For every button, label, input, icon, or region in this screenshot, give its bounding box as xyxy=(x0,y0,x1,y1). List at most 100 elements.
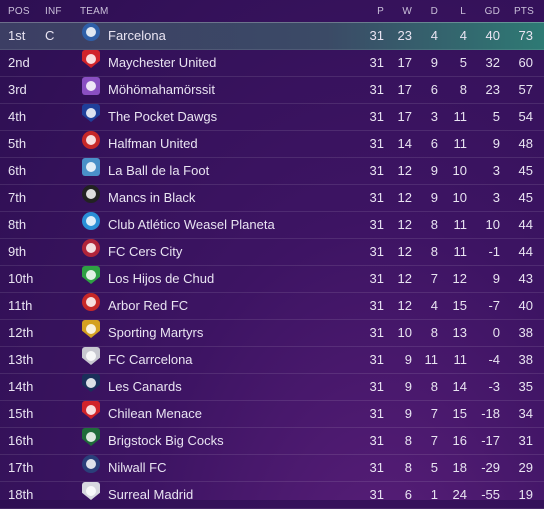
goal-difference-cell: 23 xyxy=(485,82,500,97)
points-cell: 38 xyxy=(518,352,533,367)
lost-cell: 14 xyxy=(452,379,467,394)
table-row[interactable]: 8th Club Atlético Weasel Planeta 31 12 8 11 10… xyxy=(0,212,544,239)
club-badge-icon[interactable] xyxy=(82,374,100,392)
header-points[interactable]: PTS xyxy=(513,6,534,17)
team-name-link[interactable]: Halfman United xyxy=(108,136,198,151)
drawn-cell: 7 xyxy=(430,433,438,448)
won-cell: 6 xyxy=(404,487,412,502)
goal-difference-cell: 5 xyxy=(492,109,500,124)
position-cell: 9th xyxy=(8,244,27,259)
points-cell: 29 xyxy=(518,460,533,475)
club-badge-icon[interactable] xyxy=(82,50,100,68)
club-badge-icon[interactable] xyxy=(82,320,100,338)
position-cell: 1st xyxy=(8,28,26,43)
table-row[interactable]: 13th FC Carrcelona 31 9 11 11 -4 38 xyxy=(0,347,544,374)
position-cell: 3rd xyxy=(8,82,27,97)
won-cell: 17 xyxy=(397,109,412,124)
header-played[interactable]: P xyxy=(377,6,384,17)
table-row[interactable]: 2nd Maychester United 31 17 9 5 32 60 xyxy=(0,50,544,77)
team-name-link[interactable]: Sporting Martyrs xyxy=(108,325,204,340)
table-row[interactable]: 6th La Ball de la Foot 31 12 9 10 3 45 xyxy=(0,158,544,185)
drawn-cell: 4 xyxy=(430,28,438,43)
team-name-link[interactable]: Club Atlético Weasel Planeta xyxy=(108,217,275,232)
team-name-link[interactable]: La Ball de la Foot xyxy=(108,163,210,178)
header-pos[interactable]: POS xyxy=(8,6,30,17)
goal-difference-cell: 3 xyxy=(492,190,500,205)
team-name-link[interactable]: Möhömahamörssit xyxy=(108,82,215,97)
club-badge-icon[interactable] xyxy=(82,158,100,176)
header-drawn[interactable]: D xyxy=(430,6,438,17)
header-team[interactable]: TEAM xyxy=(80,6,109,17)
position-cell: 10th xyxy=(8,271,34,286)
team-name-link[interactable]: Les Canards xyxy=(108,379,182,394)
lost-cell: 24 xyxy=(452,487,467,502)
club-badge-icon[interactable] xyxy=(82,23,100,41)
team-name-link[interactable]: Maychester United xyxy=(108,55,217,70)
table-row[interactable]: 12th Sporting Martyrs 31 10 8 13 0 38 xyxy=(0,320,544,347)
team-name-link[interactable]: Nilwall FC xyxy=(108,460,167,475)
drawn-cell: 9 xyxy=(430,190,438,205)
drawn-cell: 1 xyxy=(430,487,438,502)
table-row[interactable]: 14th Les Canards 31 9 8 14 -3 35 xyxy=(0,374,544,401)
header-goal-difference[interactable]: GD xyxy=(484,6,500,17)
lost-cell: 13 xyxy=(452,325,467,340)
club-badge-icon[interactable] xyxy=(82,401,100,419)
played-cell: 31 xyxy=(369,244,384,259)
table-row[interactable]: 17th Nilwall FC 31 8 5 18 -29 29 xyxy=(0,455,544,482)
points-cell: 60 xyxy=(518,55,533,70)
table-row[interactable]: 5th Halfman United 31 14 6 11 9 48 xyxy=(0,131,544,158)
table-row[interactable]: 1st C Farcelona 31 23 4 4 40 73 xyxy=(0,22,544,50)
won-cell: 10 xyxy=(397,325,412,340)
table-row[interactable]: 10th Los Hijos de Chud 31 12 7 12 9 43 xyxy=(0,266,544,293)
team-name-link[interactable]: The Pocket Dawgs xyxy=(108,109,218,124)
won-cell: 12 xyxy=(397,271,412,286)
won-cell: 12 xyxy=(397,244,412,259)
club-badge-icon[interactable] xyxy=(82,482,100,500)
club-badge-icon[interactable] xyxy=(82,212,100,230)
team-name-link[interactable]: Mancs in Black xyxy=(108,190,196,205)
points-cell: 31 xyxy=(518,433,533,448)
goal-difference-cell: 9 xyxy=(492,136,500,151)
goal-difference-cell: -4 xyxy=(488,352,500,367)
team-name-link[interactable]: Brigstock Big Cocks xyxy=(108,433,224,448)
team-name-link[interactable]: Chilean Menace xyxy=(108,406,202,421)
lost-cell: 10 xyxy=(452,190,467,205)
club-badge-icon[interactable] xyxy=(82,428,100,446)
drawn-cell: 3 xyxy=(430,109,438,124)
table-row[interactable]: 18th Surreal Madrid 31 6 1 24 -55 19 xyxy=(0,482,544,509)
position-cell: 6th xyxy=(8,163,27,178)
club-badge-icon[interactable] xyxy=(82,185,100,203)
header-won[interactable]: W xyxy=(402,6,412,17)
team-name-link[interactable]: Arbor Red FC xyxy=(108,298,189,313)
header-lost[interactable]: L xyxy=(460,6,466,17)
club-badge-icon[interactable] xyxy=(82,239,100,257)
team-name-link[interactable]: Farcelona xyxy=(108,28,166,43)
club-badge-icon[interactable] xyxy=(82,455,100,473)
table-row[interactable]: 16th Brigstock Big Cocks 31 8 7 16 -17 31 xyxy=(0,428,544,455)
team-name-link[interactable]: Los Hijos de Chud xyxy=(108,271,215,286)
table-row[interactable]: 4th The Pocket Dawgs 31 17 3 11 5 54 xyxy=(0,104,544,131)
lost-cell: 5 xyxy=(459,55,467,70)
club-badge-icon[interactable] xyxy=(82,104,100,122)
played-cell: 31 xyxy=(369,136,384,151)
lost-cell: 11 xyxy=(453,244,468,259)
played-cell: 31 xyxy=(369,28,384,43)
club-badge-icon[interactable] xyxy=(82,266,100,284)
club-badge-icon[interactable] xyxy=(82,131,100,149)
lost-cell: 18 xyxy=(452,460,467,475)
points-cell: 57 xyxy=(518,82,533,97)
table-row[interactable]: 15th Chilean Menace 31 9 7 15 -18 34 xyxy=(0,401,544,428)
header-inf[interactable]: INF xyxy=(45,6,62,17)
table-row[interactable]: 11th Arbor Red FC 31 12 4 15 -7 40 xyxy=(0,293,544,320)
team-name-link[interactable]: FC Cers City xyxy=(108,244,183,259)
table-row[interactable]: 7th Mancs in Black 31 12 9 10 3 45 xyxy=(0,185,544,212)
lost-cell: 15 xyxy=(452,406,467,421)
table-row[interactable]: 9th FC Cers City 31 12 8 11 -1 44 xyxy=(0,239,544,266)
club-badge-icon[interactable] xyxy=(82,77,100,95)
club-badge-icon[interactable] xyxy=(82,293,100,311)
team-name-link[interactable]: Surreal Madrid xyxy=(108,487,194,502)
club-badge-icon[interactable] xyxy=(82,347,100,365)
table-row[interactable]: 3rd Möhömahamörssit 31 17 6 8 23 57 xyxy=(0,77,544,104)
goal-difference-cell: 32 xyxy=(485,55,500,70)
team-name-link[interactable]: FC Carrcelona xyxy=(108,352,193,367)
